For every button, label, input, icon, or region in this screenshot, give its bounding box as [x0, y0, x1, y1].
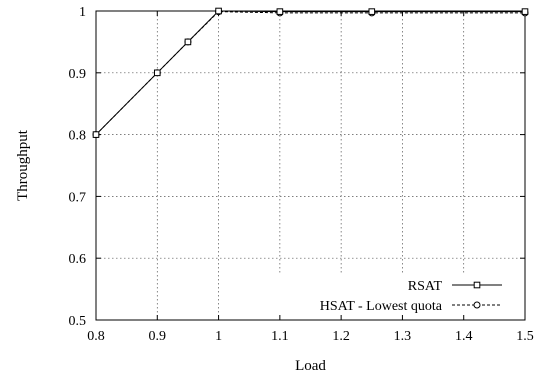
plot-frame: [95, 10, 526, 321]
x-tick-label: 1.1: [271, 329, 289, 344]
y-tick-label: 0.5: [69, 314, 87, 329]
data-point: [368, 8, 376, 15]
series-rsat: [92, 7, 529, 138]
data-point: [215, 7, 222, 15]
legend-label: HSAT - Lowest quota: [320, 299, 443, 314]
y-axis-title: Throughput: [15, 129, 31, 201]
series-layer: [92, 7, 529, 139]
legend: RSAT HSAT - Lowest quota: [254, 273, 523, 314]
x-tick-label: 1.3: [394, 329, 412, 344]
x-tick-label: 0.9: [149, 329, 167, 344]
x-axis-title: Load: [295, 358, 326, 374]
data-point: [153, 69, 161, 77]
data-point: [184, 38, 192, 46]
x-tick-label: 1.2: [332, 329, 350, 344]
legend-label: RSAT: [408, 279, 443, 294]
y-tick-label: 0.8: [69, 129, 87, 144]
y-tick-label: 0.9: [69, 67, 87, 82]
y-tick-label: 1: [79, 5, 86, 20]
grid-layer: [96, 11, 525, 320]
x-tick-label: 1.5: [516, 329, 534, 344]
data-point: [521, 8, 529, 15]
y-tick-label: 0.6: [69, 252, 87, 267]
legend-marker: [473, 281, 481, 289]
x-tick-label: 1.4: [455, 329, 473, 344]
axes-layer: 0.8 0.9 1 1.1 1.2 1.3 1.4 1.5 0.5 0.6 0.7 0.8 0.9 1: [69, 5, 534, 344]
x-tick-label: 1: [215, 329, 222, 344]
x-tick-label: 0.8: [87, 329, 105, 344]
data-point: [276, 8, 284, 15]
y-tick-label: 0.7: [69, 190, 87, 205]
data-point: [92, 131, 100, 138]
legend-marker: [473, 301, 481, 309]
